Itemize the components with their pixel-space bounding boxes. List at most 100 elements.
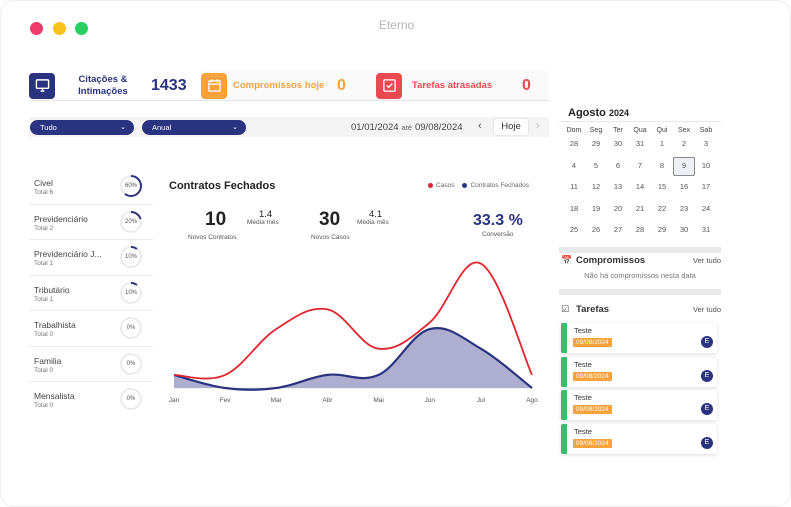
calendar-month: Agosto <box>568 107 606 119</box>
calendar-day[interactable]: 18 <box>569 203 579 213</box>
task-card[interactable]: Teste 09/08/2024 E <box>561 390 717 420</box>
donut-arc <box>120 281 142 304</box>
calendar-day[interactable]: 13 <box>613 182 623 191</box>
calendar-day[interactable]: 4 <box>571 160 577 170</box>
calendar-week: 18 19 20 21 22 23 24 <box>563 203 717 225</box>
x-tick-label: Jan <box>169 397 180 404</box>
list-item[interactable]: Trabalhista Total 0 0% <box>29 311 153 347</box>
chevron-down-icon: ⌄ <box>232 124 238 131</box>
stat-citacoes[interactable]: Citações & Intimações 1433 <box>29 71 201 101</box>
calendar-day[interactable]: 14 <box>635 182 645 191</box>
area-total: Total 0 <box>34 366 54 374</box>
chevron-left-icon[interactable]: ‹ <box>478 120 482 132</box>
area-name: Tributário <box>34 284 70 295</box>
calendar-day[interactable]: 31 <box>701 225 711 234</box>
stat-compromissos[interactable]: Compromissos hoje 0 <box>201 71 376 101</box>
stats-bar: Citações & Intimações 1433 Compromissos … <box>29 71 549 101</box>
area-name: Mensalista <box>34 391 75 401</box>
calendar-weekday: Ter <box>613 127 623 134</box>
calendar-day[interactable]: 29 <box>591 139 601 148</box>
calendar-day[interactable]: 30 <box>679 225 689 234</box>
minimize-window-button[interactable] <box>53 22 66 35</box>
task-title: Teste <box>574 393 592 402</box>
x-tick-label: Mar <box>271 397 283 404</box>
calendar-day[interactable]: 21 <box>635 203 645 213</box>
task-card[interactable]: Teste 09/08/2024 E <box>561 424 717 454</box>
area-donut <box>120 388 142 410</box>
list-item[interactable]: Tributário Total 1 10% <box>29 276 153 311</box>
calendar-icon: 📅 <box>561 255 573 265</box>
task-card[interactable]: Teste 09/08/2024 E <box>561 357 717 387</box>
calendar-day[interactable]: 19 <box>591 203 601 213</box>
avatar[interactable]: E <box>701 370 713 382</box>
calendar-day[interactable]: 3 <box>703 139 709 148</box>
x-tick-label: Mai <box>373 397 383 404</box>
window-title: Eterno <box>378 18 415 32</box>
area-select[interactable]: Tudo ⌄ <box>30 120 134 135</box>
calendar-day[interactable]: 16 <box>679 182 689 191</box>
x-tick-label: Jul <box>477 397 486 404</box>
calendar-day[interactable]: 8 <box>659 160 665 170</box>
task-date: 09/08/2024 <box>573 338 612 347</box>
calendar-day[interactable]: 27 <box>613 225 623 234</box>
calendar-day[interactable]: 1 <box>659 139 665 148</box>
calendar-day[interactable]: 11 <box>570 182 578 191</box>
calendar-day[interactable]: 23 <box>679 203 689 213</box>
checklist-icon <box>376 72 402 99</box>
calendar-day[interactable]: 28 <box>569 139 579 148</box>
calendar-day[interactable]: 28 <box>635 225 645 234</box>
calendar-year: 2024 <box>608 108 629 118</box>
donut-arc <box>120 210 142 233</box>
calendar-day[interactable]: 30 <box>613 139 623 148</box>
list-item[interactable]: Previdenciário Total 2 20% <box>29 205 153 240</box>
tarefas-see-all-link[interactable]: Ver tudo <box>693 305 721 314</box>
divider <box>559 289 721 295</box>
calendar-day[interactable]: 17 <box>701 182 711 191</box>
area-donut <box>120 210 142 233</box>
stat-citacoes-label-line1: Citações & <box>78 73 128 85</box>
avatar[interactable]: E <box>701 403 713 415</box>
calendar-day[interactable]: 22 <box>657 203 667 213</box>
list-item[interactable]: Mensalista Total 0 0% <box>29 382 153 418</box>
calendar-day[interactable]: 9 <box>673 156 695 176</box>
stat-tarefas[interactable]: Tarefas atrasadas 0 <box>376 71 549 101</box>
calendar-day[interactable]: 2 <box>681 139 687 148</box>
kpi-casos-avg-label: Média mês <box>357 219 389 226</box>
area-total: Total 0 <box>34 331 54 338</box>
list-item[interactable]: Previdenciário J... Total 1 10% <box>29 240 153 276</box>
maximize-window-button[interactable] <box>75 22 88 35</box>
calendar-day[interactable]: 6 <box>615 160 621 170</box>
chevron-right-icon[interactable]: › <box>536 120 540 132</box>
donut-track <box>120 388 142 410</box>
task-card[interactable]: Teste 09/08/2024 E <box>561 323 717 353</box>
calendar-day[interactable]: 15 <box>657 182 667 191</box>
calendar-day[interactable]: 12 <box>591 182 601 191</box>
list-item[interactable]: Familia Total 0 0% <box>29 347 153 382</box>
kpi-casos-label: Novos Casos <box>311 234 350 241</box>
list-item[interactable]: Civel Total 6 60% <box>29 169 153 205</box>
stat-compromissos-label: Compromissos hoje <box>233 80 325 91</box>
calendar-day[interactable]: 7 <box>637 160 643 170</box>
chevron-down-icon: ⌄ <box>120 124 126 131</box>
today-button[interactable]: Hoje <box>494 119 528 135</box>
calendar-day[interactable]: 10 <box>701 160 711 170</box>
avatar[interactable]: E <box>701 336 713 348</box>
close-window-button[interactable] <box>30 22 43 35</box>
calendar-day[interactable]: 24 <box>701 203 711 213</box>
kpi-contratos-avg-label: Média mês <box>247 219 279 226</box>
calendar-day[interactable]: 31 <box>635 139 645 148</box>
calendar-day[interactable]: 5 <box>593 160 599 170</box>
area-pct: 10% <box>124 254 137 260</box>
period-select[interactable]: Anual ⌄ <box>142 120 246 135</box>
calendar-day[interactable]: 25 <box>569 225 579 234</box>
area-pct: 0% <box>126 396 136 402</box>
date-range: 01/01/2024 até 09/08/2024 <box>351 122 463 133</box>
legend-dot-casos <box>428 183 434 188</box>
calendar-day[interactable]: 29 <box>657 225 667 234</box>
avatar[interactable]: E <box>701 437 713 449</box>
calendar-day[interactable]: 20 <box>613 203 623 213</box>
compromissos-see-all-link[interactable]: Ver tudo <box>693 256 721 265</box>
calendar-day[interactable]: 26 <box>591 225 601 234</box>
tarefas-header: ☑ Tarefas Ver tudo <box>559 303 721 317</box>
area-pct: 20% <box>124 218 137 225</box>
